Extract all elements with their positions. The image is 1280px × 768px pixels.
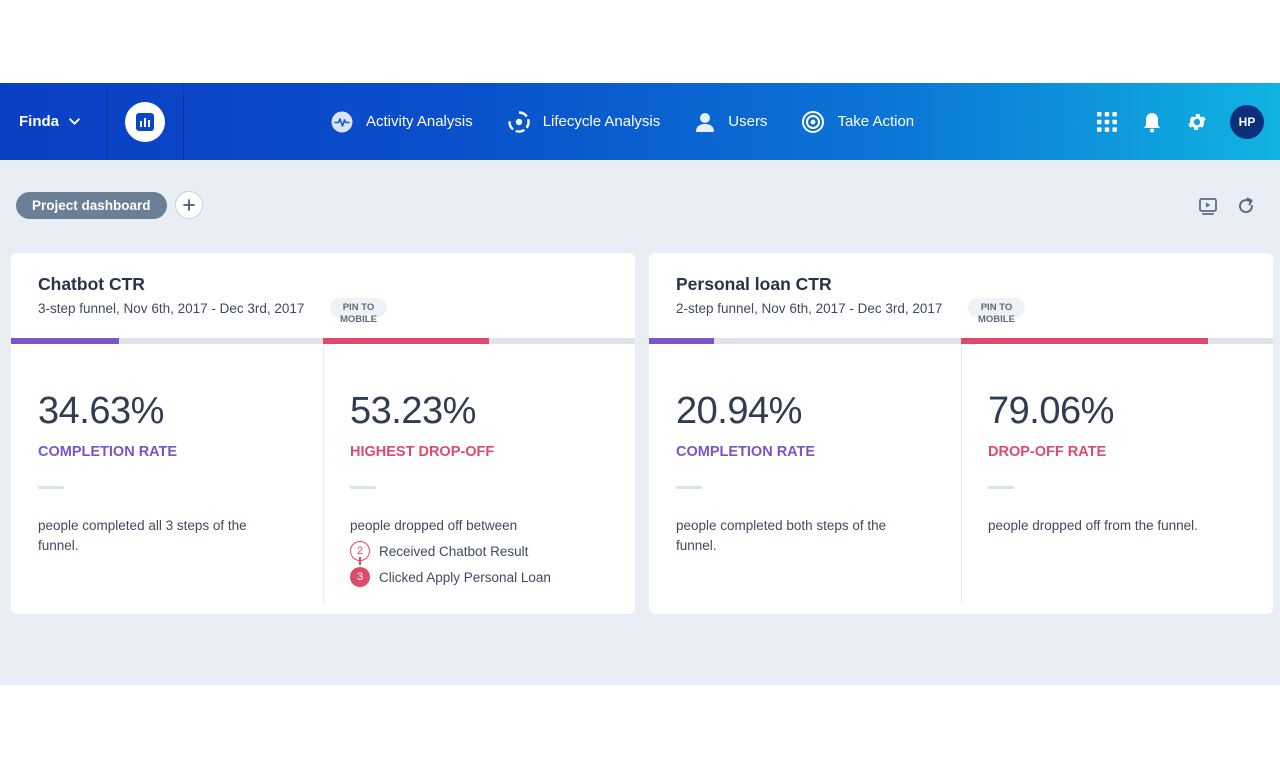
dropoff-progress-fill	[961, 338, 1208, 344]
pin-label-line2: MOBILE	[978, 314, 1015, 325]
step-label: Received Chatbot Result	[379, 543, 529, 559]
step-number-badge: 3	[350, 567, 370, 587]
dashboard-tools	[1180, 196, 1256, 216]
home-logo[interactable]	[107, 83, 184, 160]
bell-icon[interactable]	[1142, 111, 1162, 133]
funnel-card: Personal loan CTR 2-step funnel, Nov 6th…	[649, 253, 1273, 614]
completion-progress-bar	[11, 338, 323, 344]
step-connector	[359, 557, 361, 565]
nav-lifecycle-analysis[interactable]: Lifecycle Analysis	[507, 110, 661, 134]
metric-description: people completed both steps of the funne…	[676, 518, 887, 553]
nav-take-action[interactable]: Take Action	[801, 110, 914, 134]
metric-value: 20.94%	[676, 390, 802, 432]
user-avatar[interactable]: HP	[1230, 104, 1264, 139]
metric-value: 34.63%	[38, 390, 164, 432]
metric-label: COMPLETION RATE	[676, 444, 816, 460]
pin-label-line1: PIN TO	[342, 302, 375, 313]
metric-separator	[38, 486, 64, 489]
nav-label: Activity Analysis	[366, 113, 473, 130]
user-icon	[696, 112, 715, 132]
completion-metric: 34.63% COMPLETION RATE people completed …	[38, 390, 288, 556]
metric-label: COMPLETION RATE	[38, 444, 178, 460]
metric-description: people dropped off between	[350, 518, 518, 533]
step-label: Clicked Apply Personal Loan	[379, 569, 551, 585]
completion-progress-fill	[11, 338, 119, 344]
target-icon	[802, 110, 825, 133]
refresh-icon[interactable]	[1236, 196, 1256, 216]
analytics-logo-icon	[125, 101, 165, 142]
header-actions: HP	[1072, 83, 1264, 160]
metric-value: 79.06%	[988, 390, 1114, 432]
funnel-card: Chatbot CTR 3-step funnel, Nov 6th, 2017…	[11, 253, 635, 614]
top-navbar: Finda Activity Analysis	[0, 83, 1280, 160]
project-dashboard-tab[interactable]: Project dashboard	[16, 191, 167, 219]
chevron-down-icon	[69, 118, 80, 125]
metric-separator	[988, 486, 1014, 489]
metric-value: 53.23%	[350, 390, 476, 432]
funnel-step: 2 Received Chatbot Result	[350, 538, 600, 565]
metric-separator	[350, 486, 376, 489]
plus-icon	[182, 199, 195, 211]
dropoff-metric: 79.06% DROP-OFF RATE people dropped off …	[988, 390, 1238, 536]
metric-label: HIGHEST DROP-OFF	[350, 444, 495, 460]
dashboard-toolbar: Project dashboard	[16, 191, 203, 219]
apps-grid-icon[interactable]	[1096, 111, 1118, 133]
project-name: Finda	[19, 113, 59, 130]
column-divider	[961, 344, 962, 604]
gear-icon[interactable]	[1186, 111, 1208, 133]
pin-label-line2: MOBILE	[340, 314, 377, 325]
activity-icon	[331, 111, 353, 132]
app-frame: Finda Activity Analysis	[0, 83, 1280, 685]
nav-label: Lifecycle Analysis	[542, 113, 661, 130]
card-subtitle: 3-step funnel, Nov 6th, 2017 - Dec 3rd, …	[38, 301, 305, 316]
add-dashboard-button[interactable]	[174, 191, 203, 219]
column-divider	[323, 344, 324, 604]
dropoff-metric: 53.23% HIGHEST DROP-OFF people dropped o…	[350, 390, 600, 590]
card-subtitle: 2-step funnel, Nov 6th, 2017 - Dec 3rd, …	[676, 301, 943, 316]
pin-to-mobile-button[interactable]: PIN TO MOBILE	[968, 298, 1025, 325]
lifecycle-icon	[508, 110, 530, 133]
nav-label: Users	[728, 113, 768, 130]
main-nav: Activity Analysis Lifecycle Analysis Use…	[330, 83, 948, 160]
nav-activity-analysis[interactable]: Activity Analysis	[330, 110, 473, 134]
dropoff-progress-bar	[323, 338, 635, 344]
pin-label-line1: PIN TO	[980, 302, 1013, 313]
metric-separator	[676, 486, 702, 489]
pin-to-mobile-button[interactable]: PIN TO MOBILE	[330, 298, 387, 325]
nav-users[interactable]: Users	[694, 111, 767, 133]
card-title: Chatbot CTR	[38, 274, 145, 294]
dropoff-progress-bar	[961, 338, 1273, 344]
metric-label: DROP-OFF RATE	[988, 444, 1107, 460]
completion-progress-bar	[649, 338, 961, 344]
dropoff-progress-fill	[323, 338, 489, 344]
nav-label: Take Action	[837, 113, 915, 130]
completion-progress-fill	[649, 338, 715, 344]
completion-metric: 20.94% COMPLETION RATE people completed …	[676, 390, 926, 556]
funnel-step: 3 Clicked Apply Personal Loan	[350, 564, 600, 590]
project-switcher[interactable]: Finda	[0, 83, 107, 160]
presentation-icon[interactable]	[1198, 196, 1218, 216]
card-title: Personal loan CTR	[676, 274, 832, 294]
metric-description: people dropped off from the funnel.	[988, 518, 1198, 533]
dropoff-steps: 2 Received Chatbot Result 3 Clicked Appl…	[350, 538, 600, 590]
metric-description: people completed all 3 steps of the funn…	[38, 518, 247, 553]
